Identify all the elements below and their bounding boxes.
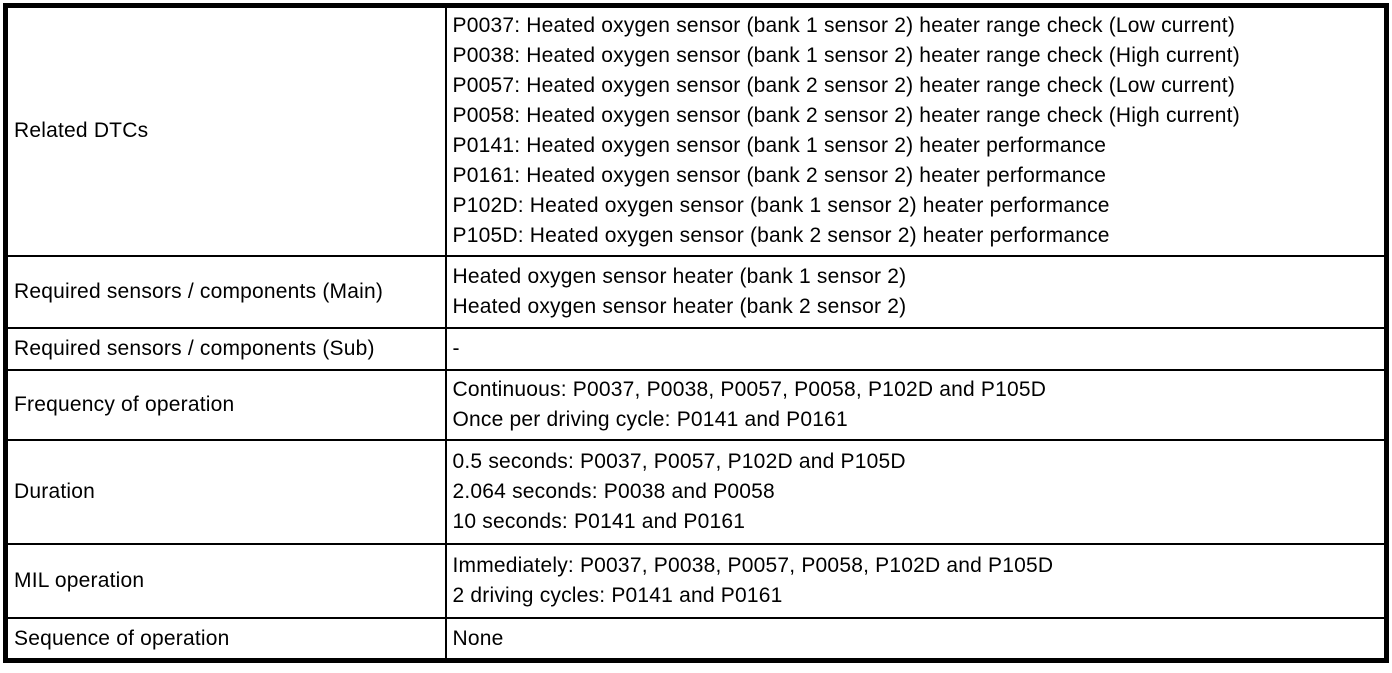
value-line: Continuous: P0037, P0038, P0057, P0058, …: [452, 378, 1047, 402]
row-value: P0037: Heated oxygen sensor (bank 1 sens…: [444, 4, 1388, 257]
row-value: Immediately: P0037, P0038, P0057, P0058,…: [444, 543, 1388, 620]
value-line: 2.064 seconds: P0038 and P0058: [452, 480, 775, 504]
table-row-sequence-of-operation: Sequence of operation None: [4, 617, 1388, 662]
table-row-required-sensors-main: Required sensors / components (Main) Hea…: [4, 254, 1388, 329]
row-value: Heated oxygen sensor heater (bank 1 sens…: [444, 254, 1388, 329]
table-row-related-dtcs: Related DTCs P0037: Heated oxygen sensor…: [4, 4, 1388, 257]
value-line: 2 driving cycles: P0141 and P0161: [452, 584, 783, 608]
value-line: Heated oxygen sensor heater (bank 2 sens…: [452, 294, 907, 318]
value-line: P0038: Heated oxygen sensor (bank 1 sens…: [452, 44, 1240, 68]
value-line: Once per driving cycle: P0141 and P0161: [452, 408, 848, 432]
row-value: Continuous: P0037, P0038, P0057, P0058, …: [444, 369, 1388, 442]
row-label: Required sensors / components (Main): [4, 254, 447, 329]
row-label: Related DTCs: [4, 4, 447, 257]
row-value: None: [444, 617, 1388, 662]
table-row-required-sensors-sub: Required sensors / components (Sub) -: [4, 326, 1388, 372]
row-label: MIL operation: [4, 543, 447, 620]
value-line: P105D: Heated oxygen sensor (bank 2 sens…: [452, 224, 1110, 248]
table-row-frequency-of-operation: Frequency of operation Continuous: P0037…: [4, 369, 1388, 442]
value-line: None: [452, 626, 504, 650]
table-row-duration: Duration 0.5 seconds: P0037, P0057, P102…: [4, 439, 1388, 546]
value-line: P0058: Heated oxygen sensor (bank 2 sens…: [452, 104, 1240, 128]
value-line: Heated oxygen sensor heater (bank 1 sens…: [452, 264, 907, 288]
value-line: P0057: Heated oxygen sensor (bank 2 sens…: [452, 74, 1236, 98]
row-label: Sequence of operation: [4, 617, 447, 662]
row-label: Required sensors / components (Sub): [4, 326, 447, 372]
value-line: Immediately: P0037, P0038, P0057, P0058,…: [452, 554, 1054, 578]
row-value: -: [444, 326, 1388, 372]
value-line: 10 seconds: P0141 and P0161: [452, 510, 746, 534]
value-line: P0037: Heated oxygen sensor (bank 1 sens…: [452, 14, 1236, 38]
row-label: Duration: [4, 439, 447, 546]
table-row-mil-operation: MIL operation Immediately: P0037, P0038,…: [4, 543, 1388, 620]
value-line: 0.5 seconds: P0037, P0057, P102D and P10…: [452, 450, 906, 474]
value-line: P0161: Heated oxygen sensor (bank 2 sens…: [452, 164, 1107, 188]
value-line: P0141: Heated oxygen sensor (bank 1 sens…: [452, 134, 1107, 158]
row-value: 0.5 seconds: P0037, P0057, P102D and P10…: [444, 439, 1388, 546]
value-line: -: [452, 337, 460, 361]
dtc-monitor-description-table: Related DTCs P0037: Heated oxygen sensor…: [3, 3, 1389, 663]
value-line: P102D: Heated oxygen sensor (bank 1 sens…: [452, 194, 1110, 218]
row-label: Frequency of operation: [4, 369, 447, 442]
